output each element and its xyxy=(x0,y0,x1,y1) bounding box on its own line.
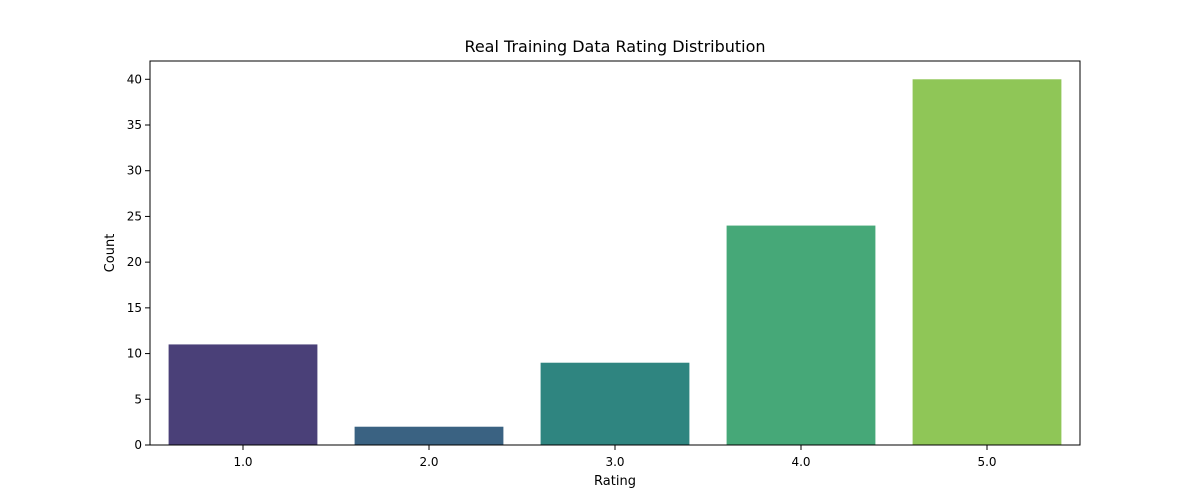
y-tick-label: 5 xyxy=(134,392,142,406)
y-tick-label: 0 xyxy=(134,438,142,452)
y-tick-label: 30 xyxy=(127,164,142,178)
y-tick-label: 15 xyxy=(127,301,142,315)
y-tick-label: 25 xyxy=(127,209,142,223)
x-tick-label: 2.0 xyxy=(419,455,438,469)
x-axis-ticks: 1.0 2.0 3.0 4.0 5.0 xyxy=(233,445,997,469)
bars-layer xyxy=(168,79,1062,446)
plot-frame xyxy=(149,60,1081,446)
y-tick-label: 40 xyxy=(127,72,142,86)
bar-2-0 xyxy=(354,426,504,445)
x-axis-label: Rating xyxy=(594,474,636,489)
x-tick-label: 4.0 xyxy=(791,455,810,469)
bar-3-0 xyxy=(540,362,690,445)
y-tick-label: 35 xyxy=(127,118,142,132)
bar-1-0 xyxy=(168,344,318,445)
y-tick-label: 20 xyxy=(127,255,142,269)
y-tick-label: 10 xyxy=(127,347,142,361)
chart-title: Real Training Data Rating Distribution xyxy=(464,37,765,56)
y-axis-ticks: 0 5 10 15 20 25 30 35 40 xyxy=(127,72,150,452)
x-tick-label: 5.0 xyxy=(977,455,996,469)
y-axis-label: Count xyxy=(103,234,118,273)
x-tick-label: 1.0 xyxy=(233,455,252,469)
bar-4-0 xyxy=(726,225,876,445)
bar-5-0 xyxy=(912,79,1062,446)
x-tick-label: 3.0 xyxy=(605,455,624,469)
